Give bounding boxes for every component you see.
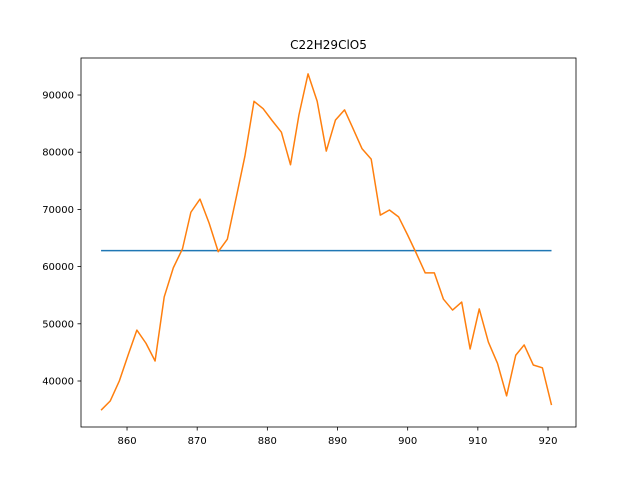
x-tick-label: 920 [538, 436, 557, 447]
y-tick-label: 80000 [42, 148, 74, 159]
x-tick-label: 860 [117, 436, 136, 447]
x-tick-label: 880 [258, 436, 277, 447]
chart-title: C22H29ClO5 [290, 38, 367, 52]
data-line [100, 73, 553, 411]
y-tick-label: 60000 [42, 262, 74, 273]
x-tick-label: 890 [328, 436, 347, 447]
plot-frame [80, 57, 577, 428]
x-tick-label: 910 [468, 436, 487, 447]
x-tick-label: 900 [398, 436, 417, 447]
y-tick-label: 40000 [42, 377, 74, 388]
y-tick-label: 70000 [42, 205, 74, 216]
y-tick-label: 90000 [42, 91, 74, 102]
x-tick-label: 870 [188, 436, 207, 447]
y-tick-label: 50000 [42, 319, 74, 330]
